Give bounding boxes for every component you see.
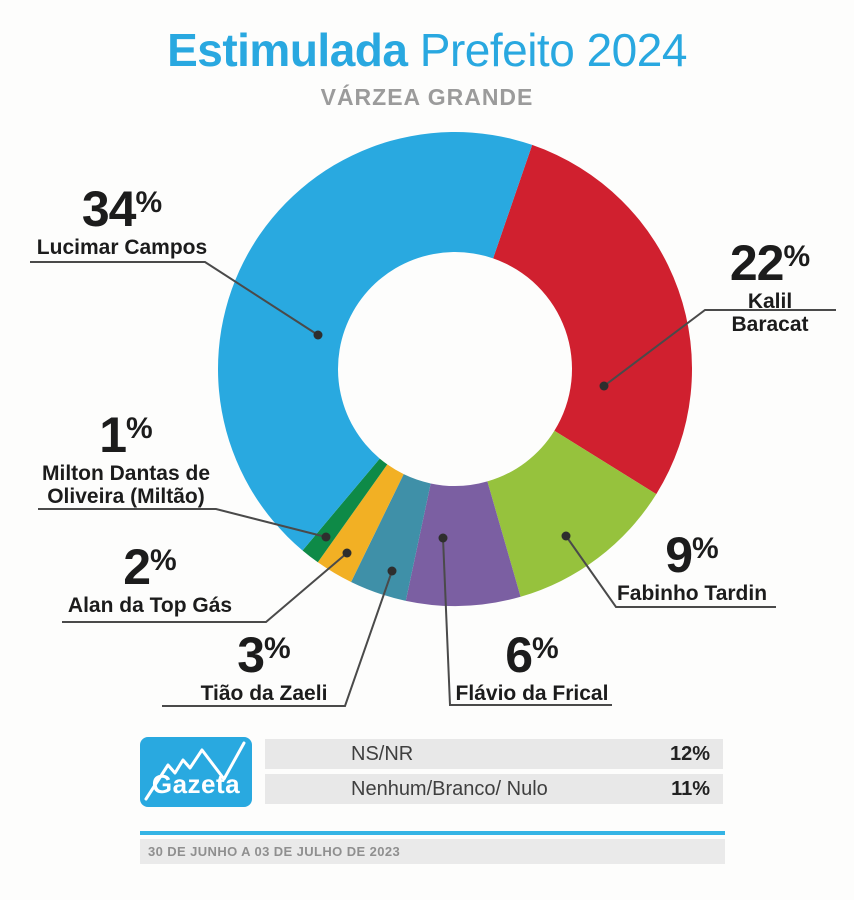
callout-leader-kalil (603, 309, 836, 387)
page-subtitle: VÁRZEA GRANDE (320, 84, 534, 110)
page-title: Estimulada Prefeito 2024 (0, 26, 854, 74)
donut-segment-fabinho-tardin (487, 430, 657, 597)
donut-segment-lucimar-campos (217, 131, 533, 551)
callout-leader-dot-tiao (387, 566, 397, 576)
callout-leader-dot-fabinho (561, 531, 571, 541)
logo-wordmark: Gazeta (151, 769, 241, 799)
callout-leader-lucimar (30, 261, 319, 336)
donut-segment-flavio-da-frical (405, 481, 521, 606)
row-value: 12% (669, 742, 710, 765)
callout-leader-alan (62, 552, 348, 623)
callout-leader-dot-milton (321, 532, 331, 542)
table-row-nsnr: NS/NR 12% (265, 739, 723, 769)
survey-date-bar: 30 DE JUNHO A 03 DE JULHO DE 2023 (140, 839, 725, 864)
table-row-nenhum: Nenhum/Branco/ Nulo 11% (265, 774, 723, 804)
callout-leader-dot-alan (342, 548, 352, 558)
donut-segment-alan-da-top-gas (317, 464, 404, 582)
callout-leader-dot-lucimar (313, 330, 323, 340)
callout-leader-dot-flavio (438, 533, 448, 543)
callout-leader-dot-kalil (599, 381, 609, 391)
title-rest: Prefeito 2024 (419, 24, 688, 76)
title-emphasis: Estimulada (167, 24, 408, 76)
row-label: Nenhum/Branco/ Nulo (351, 777, 548, 800)
callout-leader-flavio (442, 537, 612, 706)
callout-leader-milton (38, 508, 327, 538)
logo-chart-line-icon (144, 741, 246, 801)
accent-divider (140, 831, 725, 835)
row-value: 11% (671, 777, 710, 800)
donut-segment-tiao-da-zaeli (351, 474, 431, 601)
callout-leader-fabinho (565, 535, 776, 608)
gazeta-logo: Gazeta (140, 737, 252, 807)
donut-segment-kalil-baracat (493, 144, 692, 495)
results-table: NS/NR 12% Nenhum/Branco/ Nulo 11% (265, 739, 723, 809)
survey-date-range: 30 DE JUNHO A 03 DE JULHO DE 2023 (148, 844, 401, 859)
row-label: NS/NR (351, 742, 414, 765)
callout-leader-tiao (162, 570, 393, 707)
